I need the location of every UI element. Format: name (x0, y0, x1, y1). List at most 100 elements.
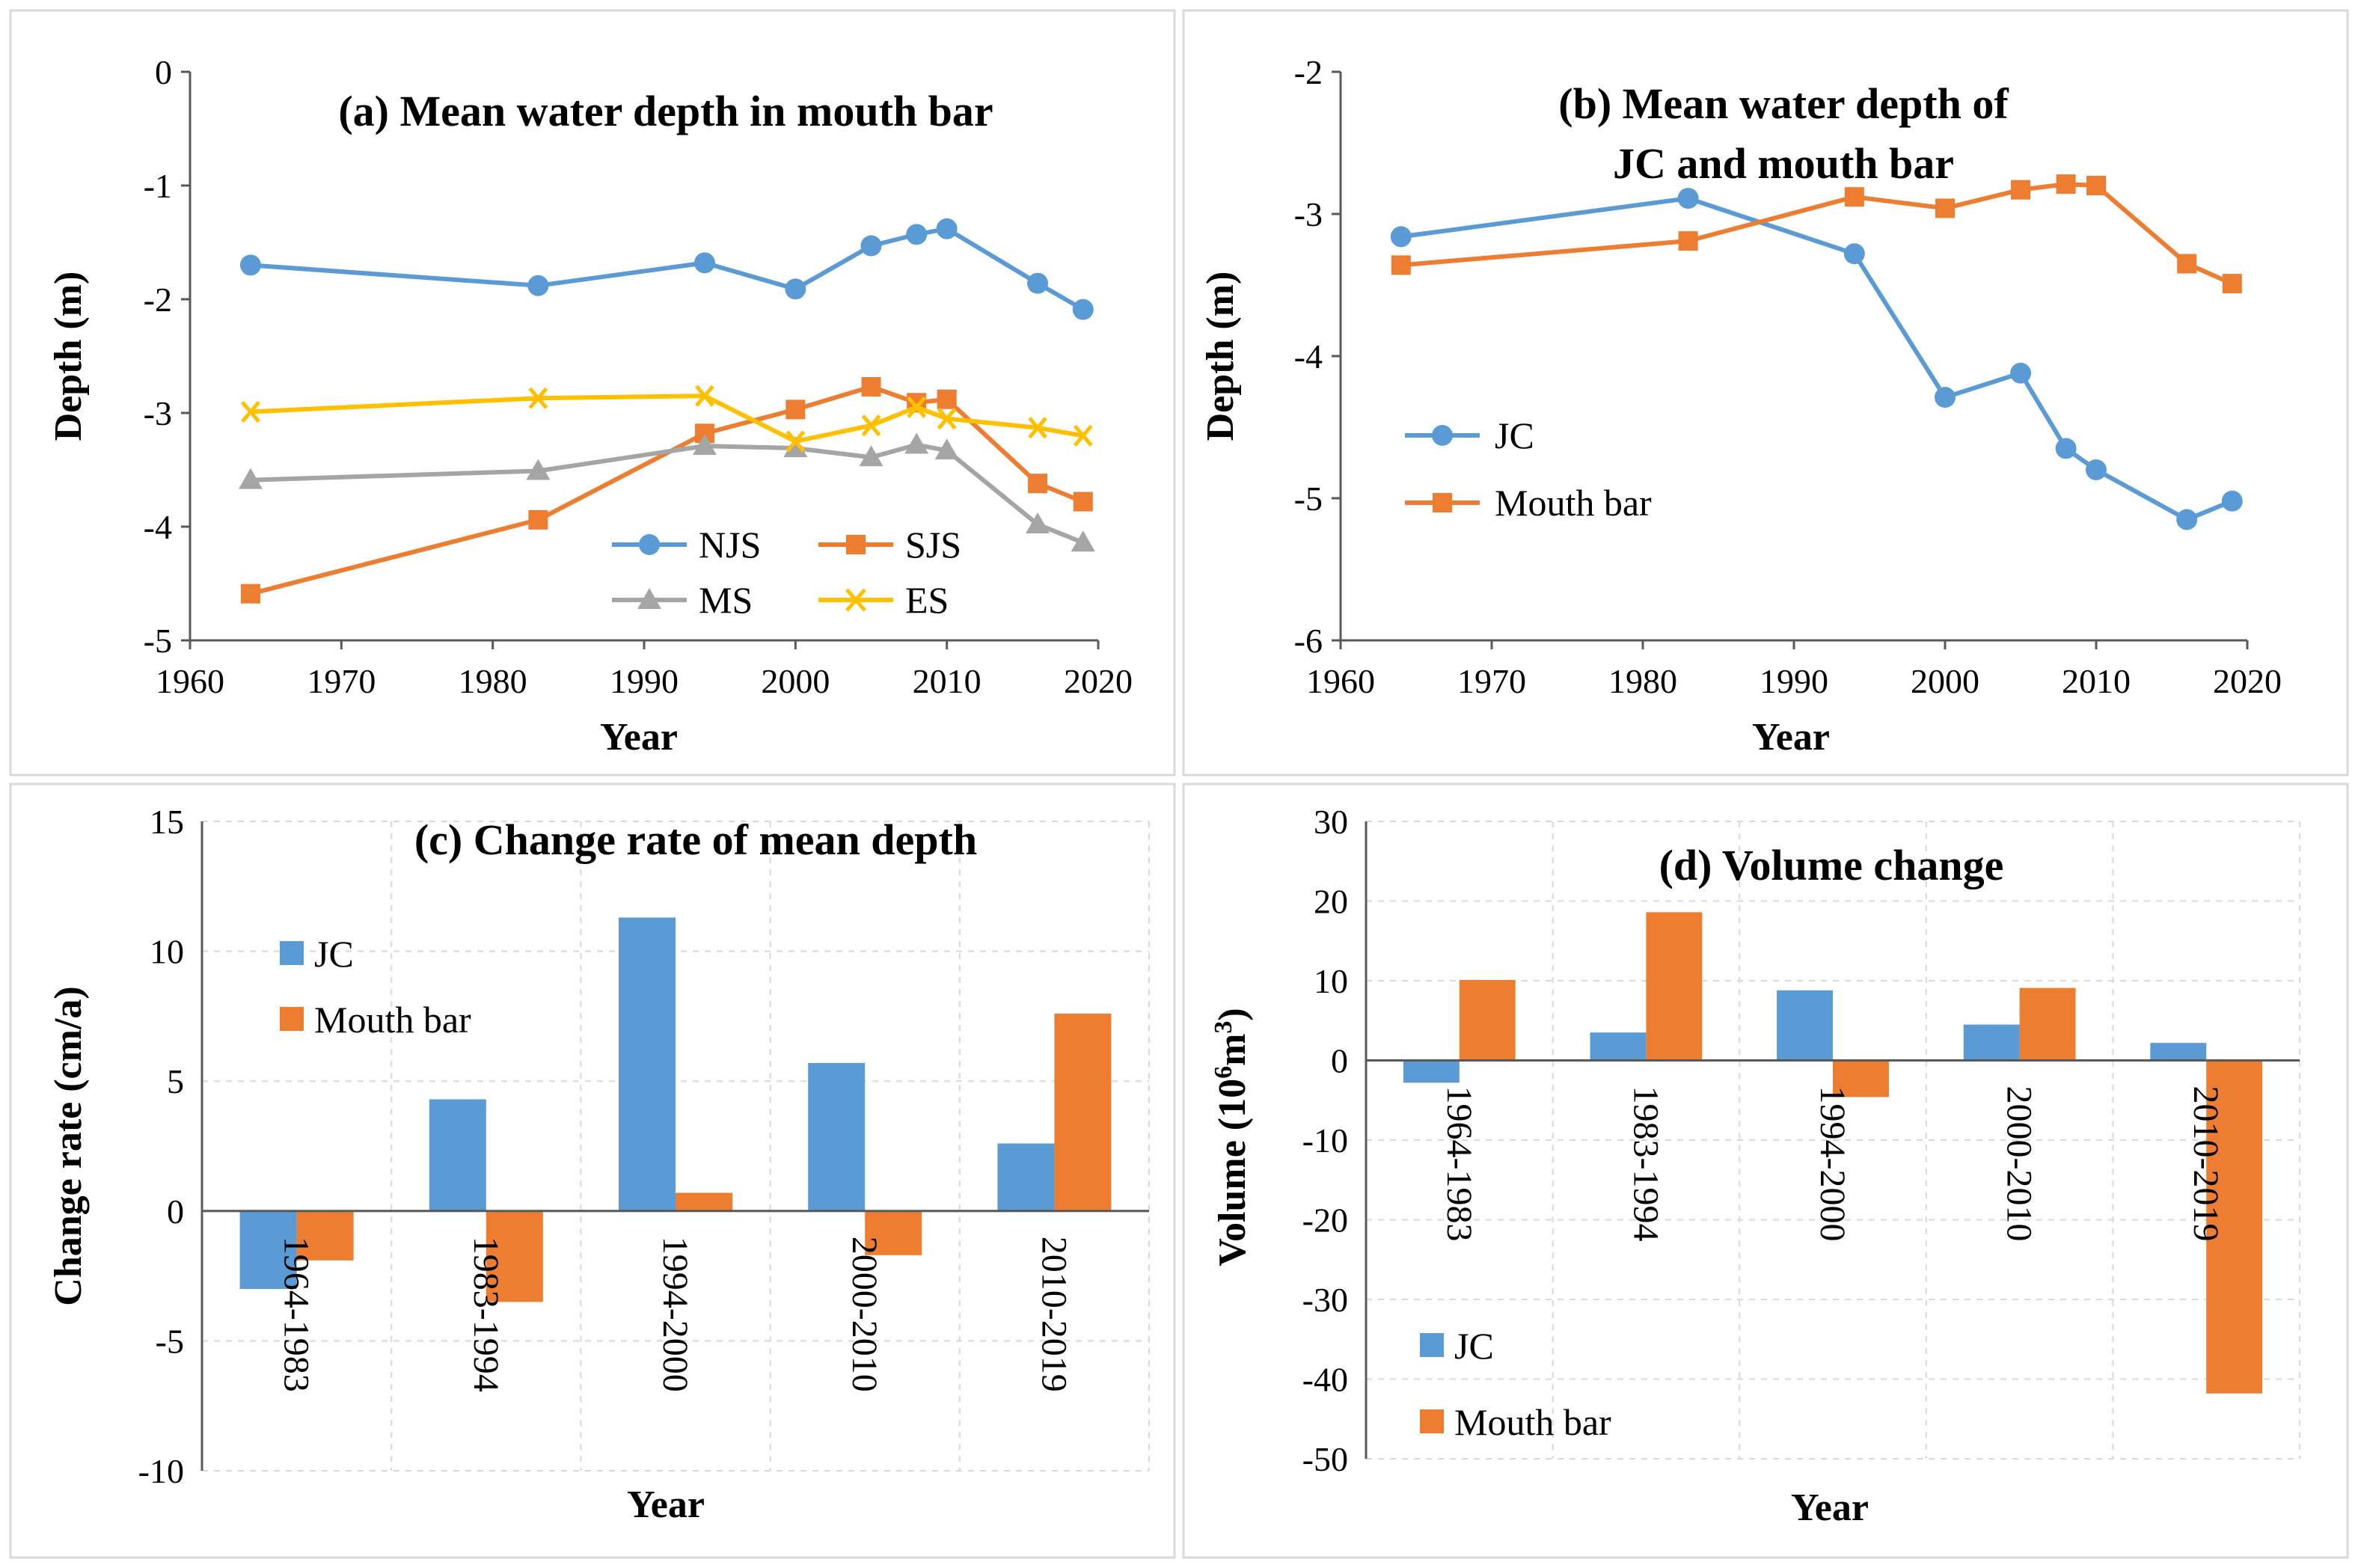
x-category-label: 1983-1994 (466, 1237, 506, 1392)
x-category-label: 2000-2010 (845, 1237, 884, 1392)
bar-mouth-bar (2019, 987, 2076, 1061)
y-tick-label: 10 (150, 933, 184, 971)
series-njs (239, 218, 1094, 320)
data-point-ms (692, 434, 717, 456)
y-tick-label: -1 (144, 167, 172, 205)
x-tick-label: 2020 (2213, 662, 2282, 700)
y-tick-label: -30 (1302, 1281, 1348, 1319)
x-tick-label: 2020 (1064, 662, 1133, 700)
panel-b-xlabel: Year (1752, 716, 1830, 759)
data-point-njs (693, 252, 715, 274)
y-tick-label: -40 (1302, 1361, 1348, 1399)
data-point-es (1028, 417, 1047, 439)
x-tick-label: 1960 (1306, 662, 1375, 700)
data-point-sjs (1073, 491, 1093, 512)
data-point-jc (1843, 243, 1865, 265)
bar-mouth-bar (2206, 1060, 2263, 1394)
data-point-mouth-bar (1391, 255, 1411, 275)
y-tick-label: -3 (144, 394, 172, 432)
bar-mouth-bar (865, 1210, 922, 1255)
data-point-es (861, 414, 881, 437)
y-tick-label: -10 (138, 1452, 184, 1490)
x-tick-label: 2000 (1911, 662, 1979, 700)
y-tick-label: 15 (150, 803, 184, 841)
bar-mouth-bar (676, 1192, 732, 1211)
data-point-mouth-bar (2056, 174, 2076, 195)
data-point-es (241, 400, 260, 423)
x-tick-label: 1990 (610, 662, 679, 700)
bar-mouth-bar (1646, 912, 1703, 1061)
data-point-jc (2221, 490, 2243, 512)
data-point-mouth-bar (2222, 274, 2242, 294)
panel-c-xlabel: Year (627, 1483, 705, 1526)
data-point-sjs (937, 389, 957, 409)
y-tick-label: 10 (1314, 962, 1348, 1000)
legend-mouth-bar: Mouth bar (1454, 1401, 1611, 1443)
bar-jc (1777, 990, 1833, 1061)
data-point-sjs (528, 509, 548, 530)
y-tick-label: 0 (155, 53, 172, 91)
data-point-ms (238, 468, 263, 489)
data-point-mouth-bar (1678, 231, 1698, 251)
data-point-jc (2010, 362, 2031, 384)
series-mouth-bar (1391, 174, 2242, 294)
bar-jc (1403, 1060, 1460, 1083)
data-point-njs (936, 218, 958, 239)
bar-mouth-bar (1833, 1060, 1889, 1097)
y-tick-label: -10 (1302, 1121, 1348, 1160)
data-point-jc (1390, 226, 1412, 248)
series-es (241, 385, 1093, 453)
x-category-label: 1994-2000 (655, 1237, 695, 1392)
data-point-sjs (240, 584, 260, 604)
data-point-mouth-bar (2011, 180, 2030, 200)
bar-jc (619, 917, 676, 1211)
data-point-mouth-bar (2177, 254, 2197, 274)
y-tick-label: -20 (1302, 1201, 1348, 1240)
panel-c-ylabel: Change rate (cm/a) (47, 986, 90, 1305)
data-point-jc (2055, 438, 2077, 459)
data-point-es (937, 407, 957, 430)
panel-a-title: (a) Mean water depth in mouth bar (338, 87, 993, 135)
data-point-njs (785, 278, 806, 300)
x-category-label: 1994-2000 (1813, 1086, 1852, 1242)
x-tick-label: 1960 (156, 662, 224, 700)
panel-b-legend: JC Mouth bar (1405, 414, 1652, 524)
panel-b-title-line2: JC and mouth bar (1613, 139, 1954, 188)
data-point-es (528, 387, 548, 409)
data-point-jc (1935, 387, 1956, 408)
bar-jc (429, 1099, 486, 1211)
data-point-njs (906, 224, 928, 245)
legend-mouth-bar: Mouth bar (1495, 482, 1652, 524)
y-tick-label: 0 (167, 1192, 184, 1231)
data-point-ms (1026, 512, 1050, 533)
data-point-es (907, 396, 927, 419)
series-ms (238, 432, 1095, 552)
bar-jc (808, 1062, 866, 1211)
data-point-ms (859, 445, 884, 467)
panel-d: 30 20 10 0 -10 -20 -30 -40 -50 1964-1983 1983-199… (1182, 783, 2349, 1559)
panel-d-ylabel: Volume (106m3) (1210, 1008, 1255, 1267)
data-point-es (1073, 424, 1093, 447)
legend-njs: NJS (699, 524, 761, 566)
data-point-mouth-bar (1935, 198, 1955, 218)
legend-sjs: SJS (905, 524, 961, 566)
x-tick-label: 1990 (1760, 662, 1828, 700)
panel-c-legend: JC Mouth bar (280, 933, 471, 1041)
x-category-label: 1983-1994 (1626, 1086, 1665, 1242)
x-tick-label: 1980 (1608, 662, 1677, 700)
y-tick-label: -2 (1294, 53, 1323, 91)
bar-jc (239, 1210, 297, 1289)
data-point-njs (860, 235, 882, 257)
y-tick-label: 5 (167, 1062, 184, 1100)
data-point-jc (2086, 459, 2107, 480)
data-point-ms (783, 436, 808, 458)
x-category-label: 2010-2019 (2186, 1086, 2226, 1242)
y-tick-label: -2 (144, 281, 172, 319)
data-point-es (695, 385, 714, 407)
bar-jc (997, 1143, 1055, 1211)
panel-a-xlabel: Year (600, 716, 678, 759)
series-jc (1390, 188, 2243, 530)
data-point-es (786, 430, 806, 453)
